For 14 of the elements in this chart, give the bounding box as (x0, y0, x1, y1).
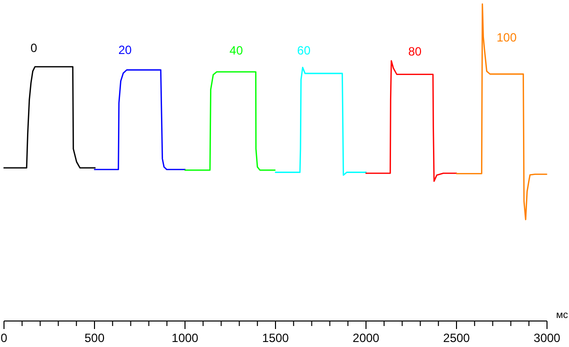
series-label: 60 (297, 43, 311, 58)
x-tick-label: 1000 (172, 331, 199, 345)
series-label: 100 (496, 30, 517, 45)
x-tick-label: 1500 (262, 331, 290, 345)
series-label: 80 (408, 44, 422, 58)
x-tick-label: 0 (0, 331, 8, 345)
x-axis-title: мс (556, 310, 568, 321)
x-tick-label: 3000 (534, 331, 561, 345)
x-tick-label: 2000 (352, 331, 380, 345)
series-label: 20 (118, 43, 132, 58)
x-tick-label: 2500 (443, 331, 470, 345)
series-label: 40 (230, 43, 244, 58)
x-tick-label: 500 (84, 331, 105, 345)
series-label: 0 (30, 41, 38, 56)
